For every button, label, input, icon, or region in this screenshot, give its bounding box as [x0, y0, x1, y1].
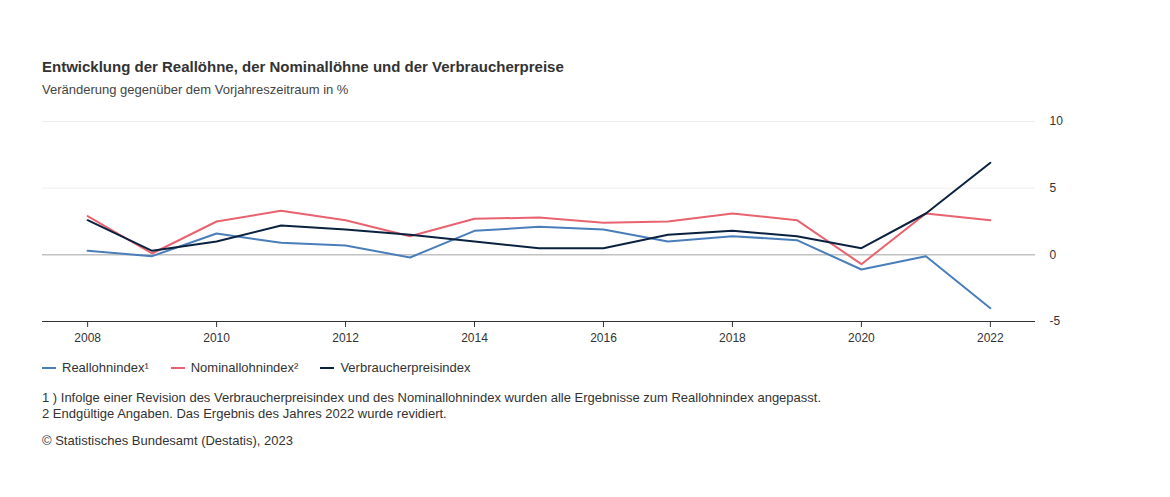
html-text:2 Endgültige Angaben. Das Erge: 2 Endgültige Angaben. Das Ergebnis des J…: [42, 406, 447, 421]
svg-text:2022: 2022: [977, 331, 1004, 345]
html-text:© Statistisches Bundesamt (Des: © Statistisches Bundesamt (Destatis), 20…: [42, 433, 293, 448]
html-text:Reallohnindex¹: Reallohnindex¹: [62, 360, 149, 375]
html-text:Veränderung gegenüber dem Vorj: Veränderung gegenüber dem Vorjahreszeitr…: [42, 82, 349, 97]
svg-text:5: 5: [1050, 181, 1057, 195]
html-text:Nominallohnindex²: Nominallohnindex²: [190, 360, 299, 375]
svg-text:2008: 2008: [74, 331, 101, 345]
svg-text:2014: 2014: [461, 331, 488, 345]
svg-text:0: 0: [1050, 248, 1057, 262]
svg-text:10: 10: [1050, 114, 1064, 128]
svg-text:-5: -5: [1050, 314, 1061, 328]
html-text:Verbraucherpreisindex: Verbraucherpreisindex: [340, 360, 471, 375]
svg-text:2020: 2020: [848, 331, 875, 345]
html-text:1 ) Infolge einer Revision des: 1 ) Infolge einer Revision des Verbrauch…: [42, 390, 821, 405]
html-text:Entwicklung der Reallöhne, der: Entwicklung der Reallöhne, der Nominallö…: [42, 58, 564, 75]
svg-text:2010: 2010: [203, 331, 230, 345]
svg-text:2016: 2016: [590, 331, 617, 345]
svg-text:2012: 2012: [332, 331, 359, 345]
svg-text:2018: 2018: [719, 331, 746, 345]
